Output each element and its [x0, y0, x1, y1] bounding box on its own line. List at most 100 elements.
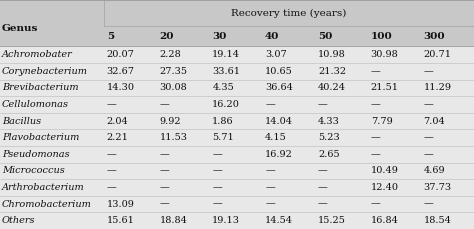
- Text: —: —: [318, 200, 328, 209]
- Bar: [0, 129, 474, 146]
- Bar: [0, 213, 474, 229]
- Text: 15.61: 15.61: [107, 216, 135, 225]
- Text: 19.14: 19.14: [212, 50, 240, 59]
- Text: 20.07: 20.07: [107, 50, 135, 59]
- Text: —: —: [371, 200, 381, 209]
- Text: —: —: [371, 100, 381, 109]
- Text: —: —: [159, 183, 169, 192]
- Text: —: —: [107, 150, 117, 159]
- Text: —: —: [424, 200, 433, 209]
- Text: 18.84: 18.84: [159, 216, 187, 225]
- Text: 16.92: 16.92: [265, 150, 293, 159]
- Text: Corynebacterium: Corynebacterium: [2, 67, 88, 76]
- Text: —: —: [265, 183, 275, 192]
- Text: —: —: [107, 100, 117, 109]
- Text: 7.04: 7.04: [424, 117, 445, 126]
- Text: 5.23: 5.23: [318, 133, 340, 142]
- Text: 4.33: 4.33: [318, 117, 340, 126]
- Bar: [0, 80, 474, 96]
- Text: 10.65: 10.65: [265, 67, 293, 76]
- Text: Recovery time (years): Recovery time (years): [231, 9, 347, 18]
- Text: —: —: [212, 150, 222, 159]
- Text: —: —: [371, 67, 381, 76]
- Text: —: —: [159, 200, 169, 209]
- Text: Cellulomonas: Cellulomonas: [2, 100, 69, 109]
- Text: 21.51: 21.51: [371, 83, 399, 93]
- Text: —: —: [318, 166, 328, 175]
- Text: 40: 40: [265, 32, 280, 41]
- Bar: [0, 196, 474, 213]
- Text: 2.65: 2.65: [318, 150, 339, 159]
- Text: 33.61: 33.61: [212, 67, 240, 76]
- Text: —: —: [424, 67, 433, 76]
- Text: 100: 100: [371, 32, 392, 41]
- Text: —: —: [318, 100, 328, 109]
- Text: 32.67: 32.67: [107, 67, 135, 76]
- Text: —: —: [424, 133, 433, 142]
- Text: —: —: [265, 200, 275, 209]
- Text: 50: 50: [318, 32, 332, 41]
- Text: —: —: [371, 133, 381, 142]
- Text: 30.98: 30.98: [371, 50, 399, 59]
- Text: Brevibacterium: Brevibacterium: [2, 83, 79, 93]
- Text: 16.84: 16.84: [371, 216, 399, 225]
- Text: —: —: [159, 150, 169, 159]
- Text: Achromobater: Achromobater: [2, 50, 73, 59]
- Text: 30: 30: [212, 32, 227, 41]
- Text: 18.54: 18.54: [424, 216, 451, 225]
- Text: 4.15: 4.15: [265, 133, 287, 142]
- Text: Micrococcus: Micrococcus: [2, 166, 64, 175]
- Text: 2.04: 2.04: [107, 117, 128, 126]
- Text: —: —: [424, 150, 433, 159]
- Text: —: —: [107, 183, 117, 192]
- Bar: [0, 96, 474, 113]
- Text: —: —: [265, 100, 275, 109]
- Text: 21.32: 21.32: [318, 67, 346, 76]
- Bar: [0, 113, 474, 129]
- Text: —: —: [212, 200, 222, 209]
- Text: —: —: [265, 166, 275, 175]
- Bar: [0, 63, 474, 80]
- Text: 13.09: 13.09: [107, 200, 135, 209]
- Text: —: —: [424, 100, 433, 109]
- Text: Genus: Genus: [2, 24, 38, 33]
- Text: 14.04: 14.04: [265, 117, 293, 126]
- Text: 12.40: 12.40: [371, 183, 399, 192]
- Text: —: —: [159, 166, 169, 175]
- Text: Bacillus: Bacillus: [2, 117, 41, 126]
- Text: 20.71: 20.71: [424, 50, 452, 59]
- Text: 3.07: 3.07: [265, 50, 287, 59]
- Text: 11.53: 11.53: [159, 133, 188, 142]
- Text: 37.73: 37.73: [424, 183, 452, 192]
- Text: 300: 300: [424, 32, 445, 41]
- Bar: [0, 163, 474, 179]
- Text: —: —: [371, 150, 381, 159]
- Text: 30.08: 30.08: [159, 83, 187, 93]
- Text: Others: Others: [2, 216, 36, 225]
- Text: —: —: [318, 183, 328, 192]
- Text: —: —: [212, 183, 222, 192]
- Text: 9.92: 9.92: [159, 117, 181, 126]
- Text: 19.13: 19.13: [212, 216, 240, 225]
- Text: 10.98: 10.98: [318, 50, 346, 59]
- Text: 36.64: 36.64: [265, 83, 293, 93]
- Text: 2.21: 2.21: [107, 133, 128, 142]
- Text: 5.71: 5.71: [212, 133, 234, 142]
- Text: 1.86: 1.86: [212, 117, 234, 126]
- Text: 27.35: 27.35: [159, 67, 188, 76]
- Bar: [0, 179, 474, 196]
- Text: —: —: [107, 166, 117, 175]
- Text: —: —: [159, 100, 169, 109]
- Text: 11.29: 11.29: [424, 83, 452, 93]
- Text: 4.69: 4.69: [424, 166, 445, 175]
- Bar: [0, 0, 474, 46]
- Text: Arthrobacterium: Arthrobacterium: [2, 183, 85, 192]
- Text: 2.28: 2.28: [159, 50, 181, 59]
- Text: 16.20: 16.20: [212, 100, 240, 109]
- Text: —: —: [212, 166, 222, 175]
- Bar: [0, 46, 474, 63]
- Text: 20: 20: [159, 32, 174, 41]
- Text: 7.79: 7.79: [371, 117, 392, 126]
- Text: 10.49: 10.49: [371, 166, 399, 175]
- Text: 40.24: 40.24: [318, 83, 346, 93]
